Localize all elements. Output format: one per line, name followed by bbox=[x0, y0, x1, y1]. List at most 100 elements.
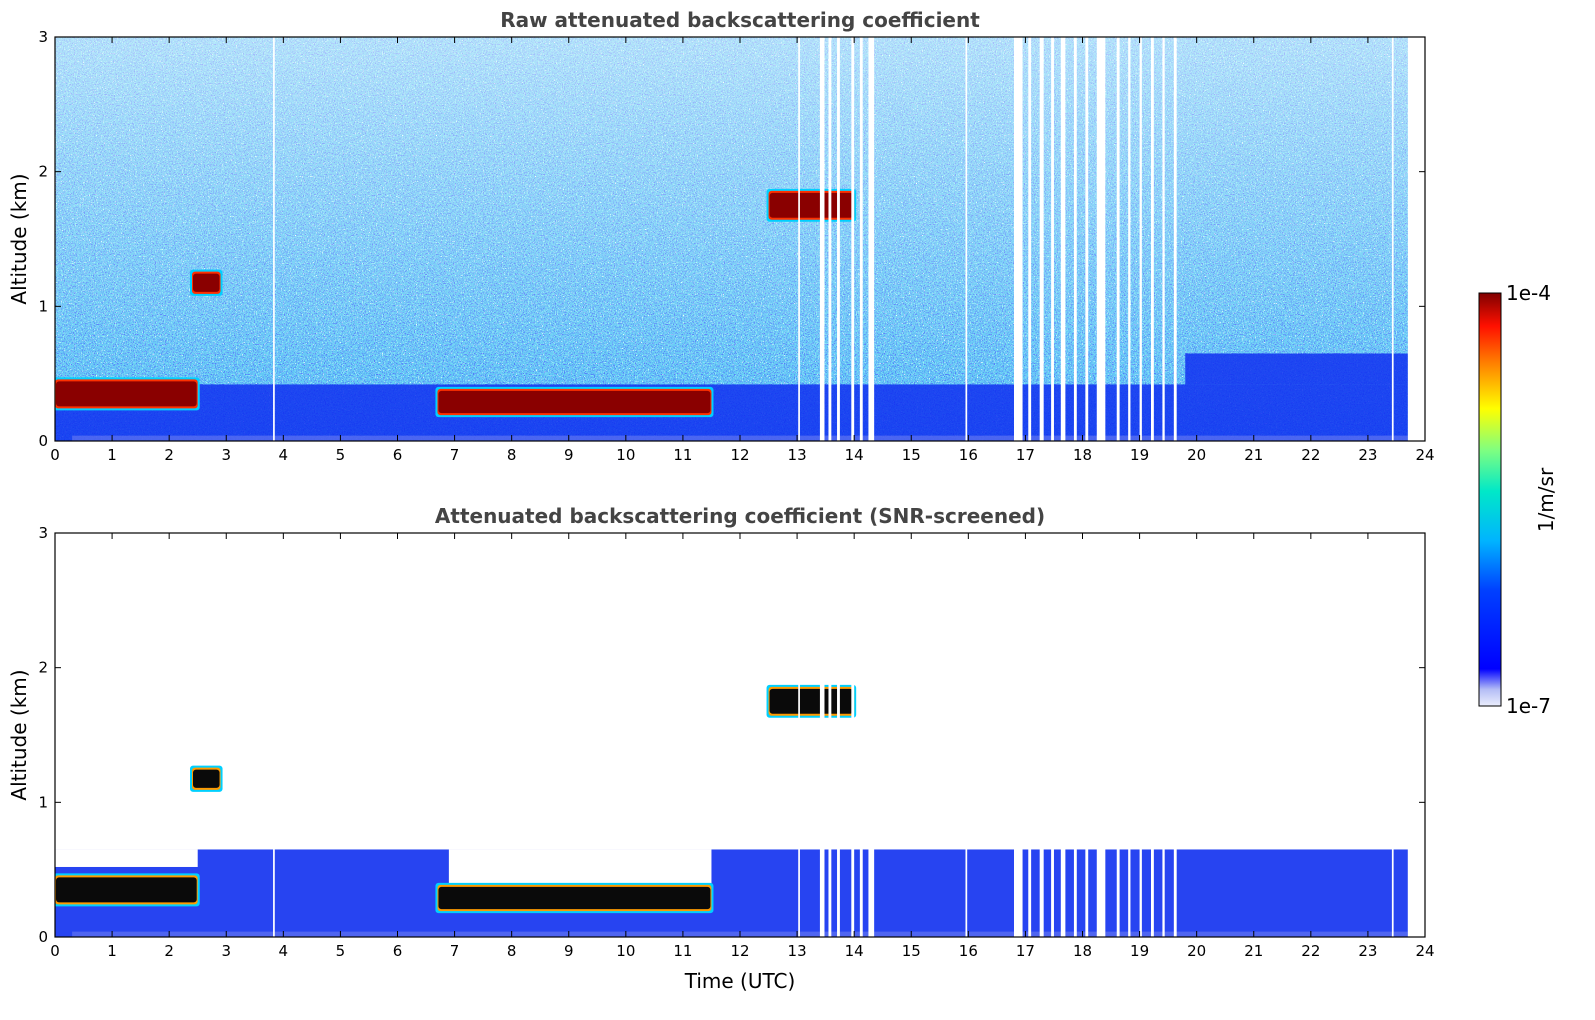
x-tick-label: 16 bbox=[959, 446, 978, 464]
feature-core bbox=[769, 192, 854, 218]
panel-screened-y-label: Altitude (km) bbox=[7, 669, 31, 800]
y-tick-label: 0 bbox=[38, 928, 48, 946]
data-gap-stripe bbox=[828, 37, 832, 441]
data-gap-stripe bbox=[859, 533, 863, 937]
x-tick-label: 1 bbox=[107, 446, 117, 464]
screened-cleared-region bbox=[55, 849, 198, 867]
x-tick-label: 14 bbox=[845, 942, 864, 960]
x-tick-label: 0 bbox=[50, 446, 60, 464]
data-gap-stripe bbox=[1073, 533, 1077, 937]
data-gap-stripe bbox=[1028, 37, 1032, 441]
y-tick-label: 2 bbox=[38, 659, 48, 677]
x-tick-label: 5 bbox=[336, 942, 346, 960]
panel-raw-title: Raw attenuated backscattering coefficien… bbox=[500, 8, 980, 32]
feature-core bbox=[438, 886, 711, 910]
panel-screened-plot-area bbox=[55, 533, 1425, 937]
x-tick-label: 7 bbox=[450, 942, 460, 960]
data-gap-stripe bbox=[851, 533, 855, 937]
x-tick-label: 7 bbox=[450, 446, 460, 464]
x-tick-label: 23 bbox=[1358, 446, 1377, 464]
data-gap-stripe bbox=[1073, 37, 1077, 441]
cloud-feature bbox=[190, 269, 223, 296]
panel-raw-features bbox=[55, 188, 857, 418]
blue-base-layer-upper bbox=[1185, 353, 1408, 385]
x-tick-label: 2 bbox=[164, 446, 174, 464]
x-tick-label: 20 bbox=[1187, 446, 1206, 464]
x-tick-label: 4 bbox=[279, 942, 289, 960]
data-gap-stripe bbox=[859, 37, 863, 441]
data-gap-stripe bbox=[1162, 533, 1165, 937]
feature-core bbox=[438, 390, 711, 414]
cloud-feature bbox=[766, 684, 857, 718]
x-tick-label: 3 bbox=[221, 942, 231, 960]
x-tick-label: 6 bbox=[393, 942, 403, 960]
x-tick-label: 17 bbox=[1016, 446, 1035, 464]
panel-screened-x-label: Time (UTC) bbox=[684, 969, 796, 993]
panel-screened-aerosol-layer bbox=[55, 849, 1408, 937]
x-tick-label: 10 bbox=[616, 942, 635, 960]
panel-raw: Raw attenuated backscattering coefficien… bbox=[7, 8, 1435, 464]
x-tick-label: 24 bbox=[1415, 446, 1434, 464]
data-gap-stripe bbox=[837, 37, 840, 441]
panel-raw-x-ticks: 0 1 2 3 4 5 6 7 8 9 10 11 12 13 14 15 16 17 18 19 20 21 22 23 24 bbox=[50, 37, 1435, 464]
blue-base-layer bbox=[55, 384, 1408, 441]
data-gap-stripe bbox=[1014, 37, 1023, 441]
panel-screened-y-ticks: 0 1 2 3 bbox=[38, 524, 1425, 946]
blue-base-layer bbox=[55, 849, 1408, 937]
x-tick-label: 21 bbox=[1244, 446, 1263, 464]
data-gap-stripe bbox=[965, 37, 968, 441]
x-tick-label: 20 bbox=[1187, 942, 1206, 960]
x-tick-label: 9 bbox=[564, 942, 574, 960]
feature-core bbox=[56, 877, 197, 903]
data-gap-stripe bbox=[1028, 533, 1032, 937]
data-gap-stripe bbox=[1060, 533, 1066, 937]
x-tick-label: 23 bbox=[1358, 942, 1377, 960]
data-gap-stripe bbox=[1128, 533, 1131, 937]
x-tick-label: 11 bbox=[673, 446, 692, 464]
x-tick-label: 22 bbox=[1301, 942, 1320, 960]
data-gap-stripe bbox=[1151, 37, 1154, 441]
data-gap-stripe bbox=[1407, 37, 1425, 441]
data-gap-stripe bbox=[1085, 533, 1089, 937]
data-gap-stripe bbox=[1407, 533, 1425, 937]
x-tick-label: 4 bbox=[279, 446, 289, 464]
data-gap-stripe bbox=[1039, 37, 1044, 441]
boundary-layer-aerosol-feature bbox=[435, 386, 714, 418]
x-tick-label: 17 bbox=[1016, 942, 1035, 960]
cloud-feature bbox=[766, 188, 857, 222]
data-gap-stripe bbox=[1391, 533, 1394, 937]
panel-screened-data-gaps bbox=[273, 533, 1425, 937]
data-gap-stripe bbox=[819, 37, 825, 441]
screened-cleared-region bbox=[448, 849, 712, 889]
colorbar-min-label: 1e-7 bbox=[1506, 694, 1551, 718]
x-tick-label: 8 bbox=[507, 942, 517, 960]
x-tick-label: 24 bbox=[1415, 942, 1434, 960]
data-gap-stripe bbox=[1096, 533, 1106, 937]
panel-screened: Attenuated backscattering coefficient (S… bbox=[7, 504, 1435, 993]
data-gap-stripe bbox=[1096, 37, 1106, 441]
data-gap-stripe bbox=[1391, 37, 1394, 441]
data-gap-stripe bbox=[1162, 37, 1165, 441]
data-gap-stripe bbox=[273, 37, 275, 441]
panel-screened-title: Attenuated backscattering coefficient (S… bbox=[435, 504, 1045, 528]
data-gap-stripe bbox=[1116, 533, 1120, 937]
x-tick-label: 0 bbox=[50, 942, 60, 960]
panel-screened-features bbox=[55, 684, 857, 914]
data-gap-stripe bbox=[1085, 37, 1089, 441]
x-tick-label: 19 bbox=[1130, 942, 1149, 960]
x-tick-label: 2 bbox=[164, 942, 174, 960]
data-gap-stripe bbox=[1173, 533, 1177, 937]
y-tick-label: 2 bbox=[38, 163, 48, 181]
panel-raw-y-label: Altitude (km) bbox=[7, 173, 31, 304]
x-tick-label: 13 bbox=[788, 942, 807, 960]
x-tick-label: 10 bbox=[616, 446, 635, 464]
feature-core bbox=[56, 381, 197, 407]
panel-screened-x-ticks: 0 1 2 3 4 5 6 7 8 9 10 11 12 13 14 15 16 17 18 19 20 21 22 23 24 bbox=[50, 533, 1435, 960]
data-gap-stripe bbox=[1051, 533, 1054, 937]
panel-raw-y-ticks: 0 1 2 3 bbox=[38, 28, 1425, 450]
data-gap-stripe bbox=[828, 533, 832, 937]
data-gap-stripe bbox=[837, 533, 840, 937]
x-tick-label: 14 bbox=[845, 446, 864, 464]
x-tick-label: 18 bbox=[1073, 942, 1092, 960]
x-tick-label: 21 bbox=[1244, 942, 1263, 960]
